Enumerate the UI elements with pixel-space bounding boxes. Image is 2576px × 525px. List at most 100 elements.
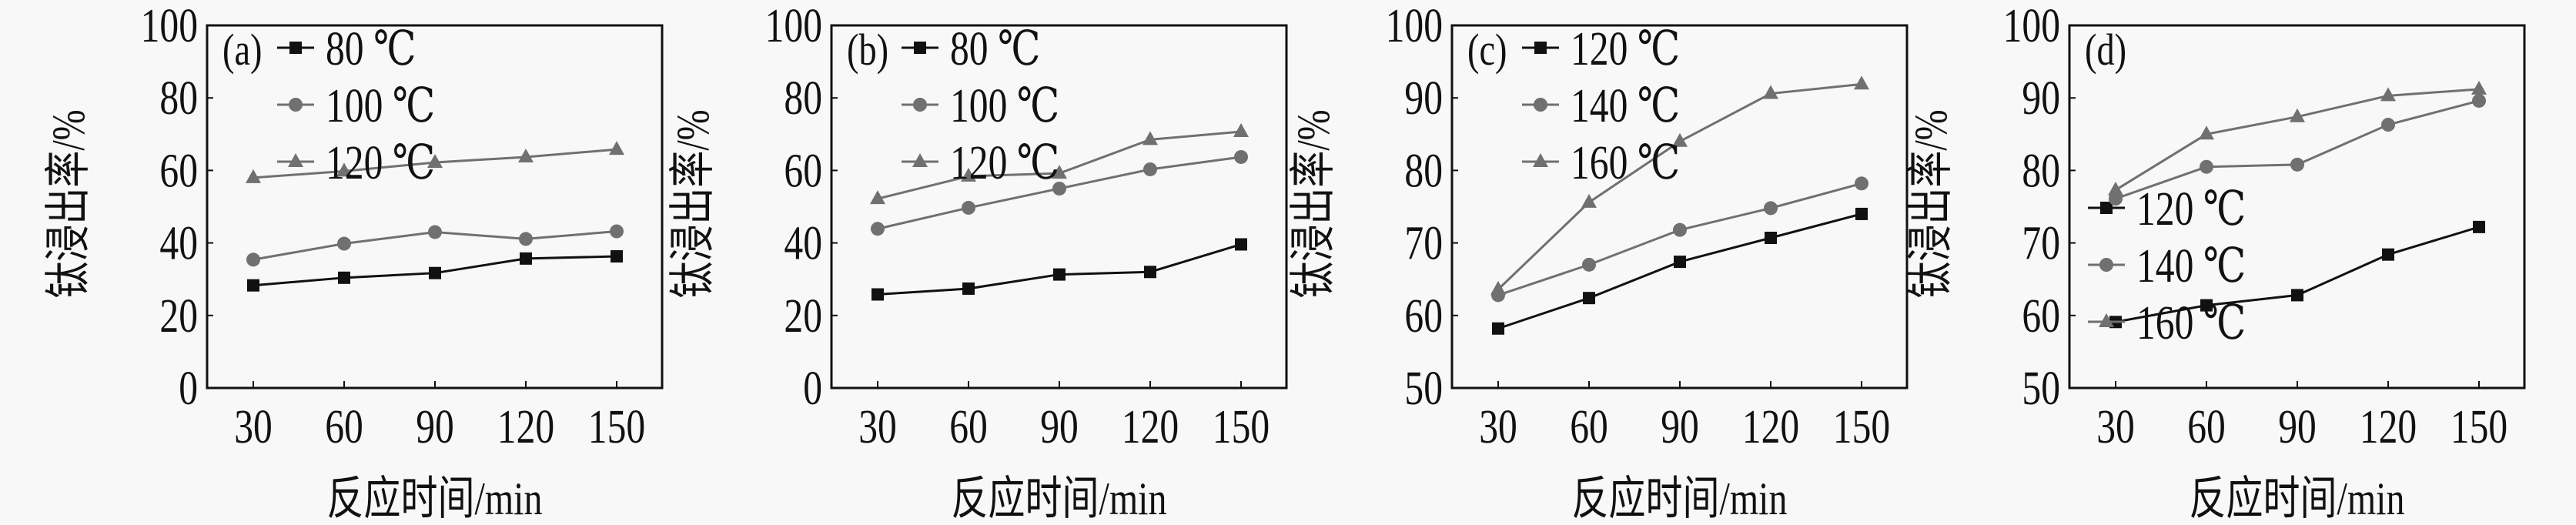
- legend-label: 160 ℃: [1571, 137, 1680, 189]
- legend-label-group: 140 ℃: [1571, 80, 1680, 132]
- series-line: [1497, 182, 1862, 296]
- y-tick-label: 90: [1404, 72, 1443, 125]
- triangle-marker: [870, 190, 885, 205]
- x-tick-label: 90: [2278, 401, 2317, 453]
- legend-label: 120 ℃: [2136, 183, 2246, 236]
- x-tick-label: 150: [2451, 401, 2507, 453]
- triangle-marker: [2199, 125, 2214, 140]
- legend-label-group: 140 ℃: [2136, 240, 2246, 293]
- y-tick-label-group: 0: [803, 363, 822, 415]
- triangle-marker: [427, 154, 443, 169]
- y-tick-label: 90: [2022, 72, 2060, 125]
- x-tick-label-group: 90: [1040, 401, 1079, 453]
- x-tick-label-group: 30: [1479, 401, 1517, 453]
- triangle-marker: [1233, 123, 1249, 138]
- legend-label: 80 ℃: [950, 23, 1040, 75]
- x-axis-title-group: 反应时间/min: [952, 473, 1167, 524]
- panel-label: (b): [847, 25, 888, 75]
- y-tick-label: 80: [159, 72, 198, 125]
- x-tick-label-group: 150: [588, 401, 645, 453]
- x-tick-label-group: 90: [1661, 401, 1699, 453]
- square-marker: [1053, 268, 1066, 281]
- y-tick-label-group: 100: [1386, 0, 1443, 52]
- y-tick-label: 80: [1404, 145, 1443, 197]
- legend-label: 100 ℃: [326, 80, 435, 132]
- circle-marker: [1234, 149, 1248, 164]
- square-marker: [611, 250, 623, 263]
- triangle-marker: [1052, 165, 1067, 179]
- circle-marker: [289, 98, 303, 112]
- triangle-marker: [961, 167, 976, 182]
- y-tick-label: 50: [2022, 363, 2060, 415]
- triangle-marker: [1854, 75, 1869, 90]
- y-tick-label-group: 90: [2022, 72, 2060, 125]
- legend-label: 140 ℃: [1571, 80, 1680, 132]
- x-axis-title-group: 反应时间/min: [2190, 473, 2405, 524]
- x-tick-label: 120: [497, 401, 554, 453]
- y-tick-label: 60: [159, 145, 198, 197]
- legend-label-group: 160 ℃: [1571, 137, 1680, 189]
- legend-label-group: 120 ℃: [2136, 183, 2246, 236]
- x-tick-label-group: 60: [949, 401, 988, 453]
- square-marker: [338, 271, 350, 284]
- legend-label-group: 120 ℃: [950, 137, 1059, 189]
- legend-label-group: 100 ℃: [950, 80, 1059, 132]
- x-tick-label-group: 60: [2187, 401, 2226, 453]
- legend-label: 140 ℃: [2136, 240, 2246, 293]
- triangle-marker: [246, 169, 261, 183]
- legend-label: 80 ℃: [326, 23, 416, 75]
- y-axis-title-group: 钛浸出率/%: [667, 109, 718, 298]
- circle-marker: [913, 98, 927, 112]
- x-axis-title-group: 反应时间/min: [1572, 473, 1788, 524]
- y-tick-label: 70: [1404, 217, 1443, 269]
- circle-marker: [610, 224, 624, 239]
- square-marker: [1765, 232, 1777, 245]
- y-tick-label: 80: [2022, 145, 2060, 197]
- triangle-marker: [1581, 193, 1597, 208]
- square-marker: [1235, 238, 1247, 251]
- triangle-marker: [2099, 313, 2114, 327]
- y-axis-title: 钛浸出率/%: [1905, 109, 1956, 298]
- y-tick-label-group: 20: [784, 290, 822, 343]
- square-marker: [1534, 42, 1547, 54]
- y-tick-label-group: 70: [1404, 217, 1443, 269]
- chart-panel-b: 0 20 40 60 80 100 30 60 90 120 150 反应时间/min 钛浸出率/% (b…: [667, 0, 1288, 524]
- square-marker: [289, 42, 302, 54]
- triangle-marker: [2290, 108, 2305, 122]
- triangle-marker: [912, 153, 928, 167]
- y-tick-label-group: 90: [1404, 72, 1443, 125]
- square-marker: [914, 42, 926, 54]
- y-tick-label-group: 40: [159, 217, 198, 269]
- y-tick-label: 20: [159, 290, 198, 343]
- circle-marker: [1673, 222, 1687, 237]
- x-axis-title: 反应时间/min: [952, 473, 1167, 524]
- x-tick-label: 30: [858, 401, 897, 453]
- triangle-marker: [1763, 85, 1778, 99]
- circle-marker: [871, 222, 885, 236]
- x-tick-label: 60: [949, 401, 988, 453]
- y-tick-label: 20: [784, 290, 822, 343]
- triangle-marker: [288, 153, 303, 167]
- chart-panel-c: 50 60 70 80 90 100 30 60 90 120 150 反应时间/min 钛浸出率/% (…: [1288, 0, 1909, 524]
- y-tick-label-group: 100: [765, 0, 822, 52]
- x-tick-label-group: 60: [325, 401, 363, 453]
- square-marker: [2473, 220, 2485, 233]
- circle-marker: [1855, 176, 1868, 191]
- circle-marker: [2381, 118, 2395, 132]
- triangle-marker: [1672, 132, 1688, 147]
- square-marker: [1583, 292, 1595, 305]
- x-tick-label: 90: [1040, 401, 1079, 453]
- y-tick-label-group: 60: [784, 145, 822, 197]
- triangle-marker: [2471, 80, 2487, 95]
- x-tick-label: 90: [1661, 401, 1699, 453]
- triangle-marker: [1142, 131, 1158, 145]
- x-axis-title: 反应时间/min: [327, 473, 543, 524]
- y-tick-label: 60: [2022, 290, 2060, 343]
- y-tick-label-group: 40: [784, 217, 822, 269]
- x-tick-label: 150: [588, 401, 645, 453]
- circle-marker: [2290, 157, 2304, 172]
- x-tick-label: 120: [1742, 401, 1799, 453]
- square-marker: [1674, 256, 1686, 269]
- y-axis-title-group: 钛浸出率/%: [43, 109, 94, 298]
